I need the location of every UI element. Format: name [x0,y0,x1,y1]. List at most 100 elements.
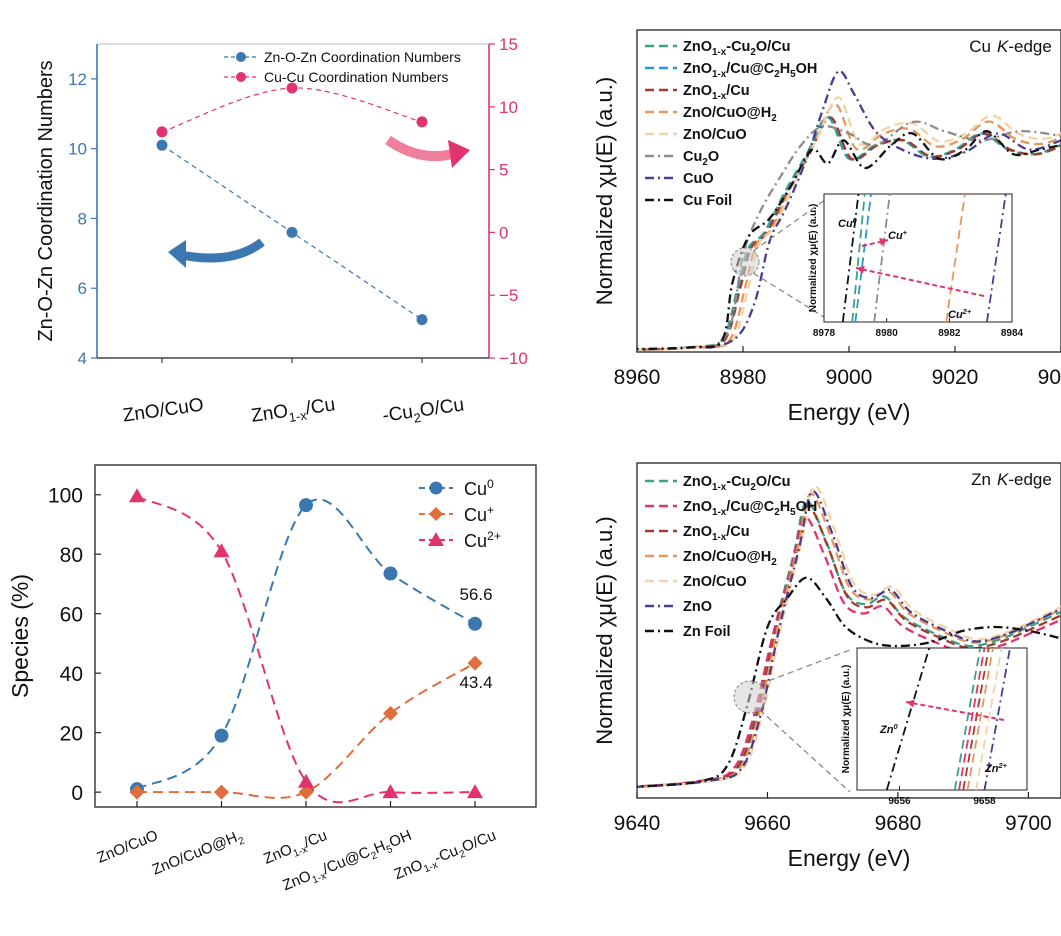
right-tick-label: 15 [499,35,518,54]
label-segment: ZnO [280,867,313,894]
inset-y-label: Normalized χμ(E) (a.u.) [808,204,819,313]
series-line-cu [161,87,423,133]
legend-label: Zn-O-Zn Coordination Numbers [264,49,461,65]
edge-annotation: Zn [971,470,991,489]
curves [637,70,1061,352]
y-axis-label: Normalized χμ(E) (a.u.) [592,77,617,305]
label-segment: ZnO [683,599,712,615]
right-tick-label: 5 [499,161,508,180]
x-tick-label: 9040 [1038,366,1061,389]
label-segment: Cu [948,309,963,321]
inset-spectrum-line [945,193,966,323]
label-segment: 2 [370,850,380,862]
inset-spectrum-line [975,647,1003,791]
legend-label: ZnO1-x-Cu2O/Cu [683,474,791,493]
y-axis-label: Normalized χμ(E) (a.u.) [592,516,617,744]
inset-x-tick-label: 9656 [888,796,911,807]
x-tick-label: 9020 [932,366,979,389]
pink-arrow-head-icon [448,140,470,168]
legend-label: ZnO/CuO@H2 [683,549,777,568]
left-tick-label: 6 [78,279,87,298]
label-segment: 2 [750,482,756,493]
x-tick-label: 9680 [875,812,922,835]
zoom-leader-line [753,272,833,323]
legend-label: ZnO1-x/Cu@C2H5OH [683,499,817,518]
label-segment: 2 [413,410,422,426]
x-tick-label: 8960 [614,366,661,389]
inset-arrow-head-icon [856,265,865,274]
label-segment: 1-x [712,47,727,58]
label-segment: + [487,503,494,517]
inset-spectrum-line [983,647,1011,791]
label-segment: 2+ [997,761,1007,770]
y-tick-label: 60 [60,604,83,627]
label-segment: /Cu@C [726,61,774,77]
inset-spectrum-line [873,193,891,323]
inset-spectrum-line [958,647,986,791]
label-segment: OH [796,499,818,515]
spectrum-line [637,116,1061,351]
inset-spectrum-line [851,193,866,323]
data-point [382,784,399,799]
plot-frame [636,462,1061,799]
zoom-leader-line [753,194,833,252]
label-segment: Cu [464,505,487,525]
inset-state-label: Zn2+ [984,761,1008,775]
data-label: 56.6 [459,585,492,604]
label-segment: 1-x [422,860,439,876]
legend-marker [429,507,443,521]
blue-arrow-head-icon [168,240,186,268]
data-point-cu [286,82,298,94]
y-tick-label: 20 [60,723,83,746]
label-segment: Zn Foil [683,624,731,640]
legend-label: ZnO [683,599,712,615]
label-segment: Zn [879,724,894,736]
label-segment: Cu [464,531,487,551]
spectrum-line [637,116,1061,351]
label-segment: O/Cu [460,827,499,856]
legend-label: ZnO1-x/Cu@C2H5OH [683,61,817,80]
inset-x-tick-label: 8982 [938,328,961,339]
legend-label: ZnO1-x-Cu2O/Cu [683,39,791,58]
inset-frame [823,193,1013,323]
label-segment: 1-x [712,507,727,518]
pink-arrow-icon [385,135,454,162]
label-segment: Cu [464,479,487,499]
inset-x-tick-label: 8980 [876,328,899,339]
inset-spectrum-line [953,647,982,791]
left-tick-label: 8 [78,209,87,228]
legend-marker [429,481,443,495]
spectrum-line [637,576,1061,788]
label-segment: 2 [774,507,780,518]
label-segment: ZnO [683,83,712,99]
data-point [298,773,314,788]
x-tick-label: ZnO1-x/Cu [250,394,337,430]
label-segment: H [780,499,790,515]
inset-x-tick-label: 8984 [1001,328,1024,339]
label-segment: 2 [774,69,780,80]
data-point [214,784,229,800]
data-point-zn [286,226,298,238]
label-segment: 0 [853,216,858,225]
data-label: 43.4 [459,673,492,692]
inset-spectrum-line [885,647,931,791]
label-segment: -edge [1008,37,1051,56]
label-segment: 1-x [712,91,727,102]
x-axis-label: Energy (eV) [788,845,911,871]
zoom-leader-line [759,709,851,793]
plot-frame [94,464,537,808]
data-point [468,616,482,631]
label-segment: /Cu [301,827,329,852]
y-tick-label: 40 [60,663,83,686]
label-segment: ZnO/CuO [683,574,747,590]
inset-curves [885,647,1011,791]
spectrum-line [637,70,1061,351]
legend-label: Zn Foil [683,624,731,640]
inset-spectrum-line [986,193,1007,323]
legend-marker [236,72,246,82]
label-segment: 2 [750,47,756,58]
label-segment: OH [796,61,818,77]
